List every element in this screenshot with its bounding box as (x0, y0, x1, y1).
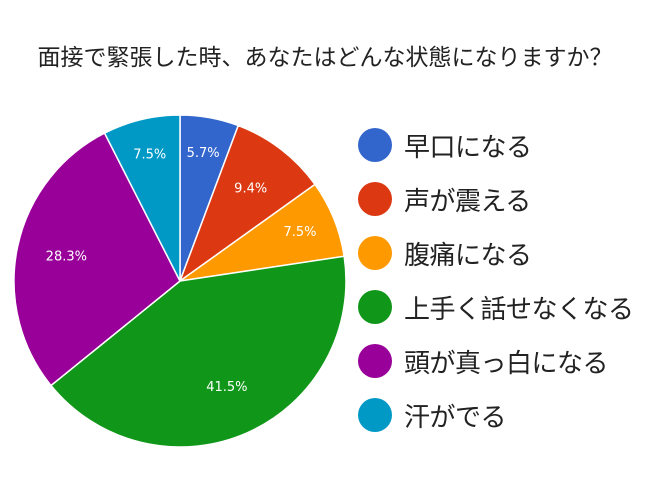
pie-slice-4 (49, 255, 347, 448)
legend-label-3: 腹痛になる (404, 240, 532, 271)
pie-data-labels: 5.7% 9.4% 7.5% 41.5% 28.3% 7.5% (46, 146, 317, 395)
data-label-2: 9.4% (234, 181, 267, 196)
legend-swatch-4 (358, 290, 392, 324)
legend-label-5: 頭が真っ白になる (404, 348, 609, 379)
legend-item-2: 声が震える (358, 172, 648, 226)
chart-title: 面接で緊張した時、あなたはどんな状態になりますか？ (37, 45, 613, 71)
legend-item-5: 頭が真っ白になる (358, 334, 648, 388)
data-label-3: 7.5% (283, 225, 316, 240)
data-label-5: 28.3% (46, 249, 87, 264)
legend-swatch-2 (358, 182, 392, 216)
legend-swatch-6 (358, 398, 392, 432)
data-label-1: 5.7% (187, 146, 220, 161)
pie-slice-5 (13, 132, 181, 387)
data-label-6: 7.5% (133, 148, 166, 163)
pie-slice-2 (178, 124, 317, 284)
data-label-4: 41.5% (206, 380, 247, 395)
legend-item-4: 上手く話せなくなる (358, 280, 648, 334)
legend-label-1: 早口になる (404, 132, 532, 163)
legend-swatch-5 (358, 344, 392, 378)
pie-slice-6 (103, 114, 181, 282)
legend-swatch-1 (358, 128, 392, 162)
legend: 早口になる声が震える腹痛になる上手く話せなくなる 頭が真っ白になる 汗がでる (358, 118, 648, 442)
legend-swatch-3 (358, 236, 392, 270)
legend-item-6: 汗がでる (358, 388, 648, 442)
legend-label-4: 上手く話せなくなる (404, 294, 634, 325)
legend-label-6: 汗がでる (404, 402, 507, 433)
legend-item-1: 早口になる (358, 118, 648, 172)
legend-label-2: 声が震える (404, 186, 531, 217)
legend-item-3: 腹痛になる (358, 226, 648, 280)
pie-slices (13, 114, 347, 448)
